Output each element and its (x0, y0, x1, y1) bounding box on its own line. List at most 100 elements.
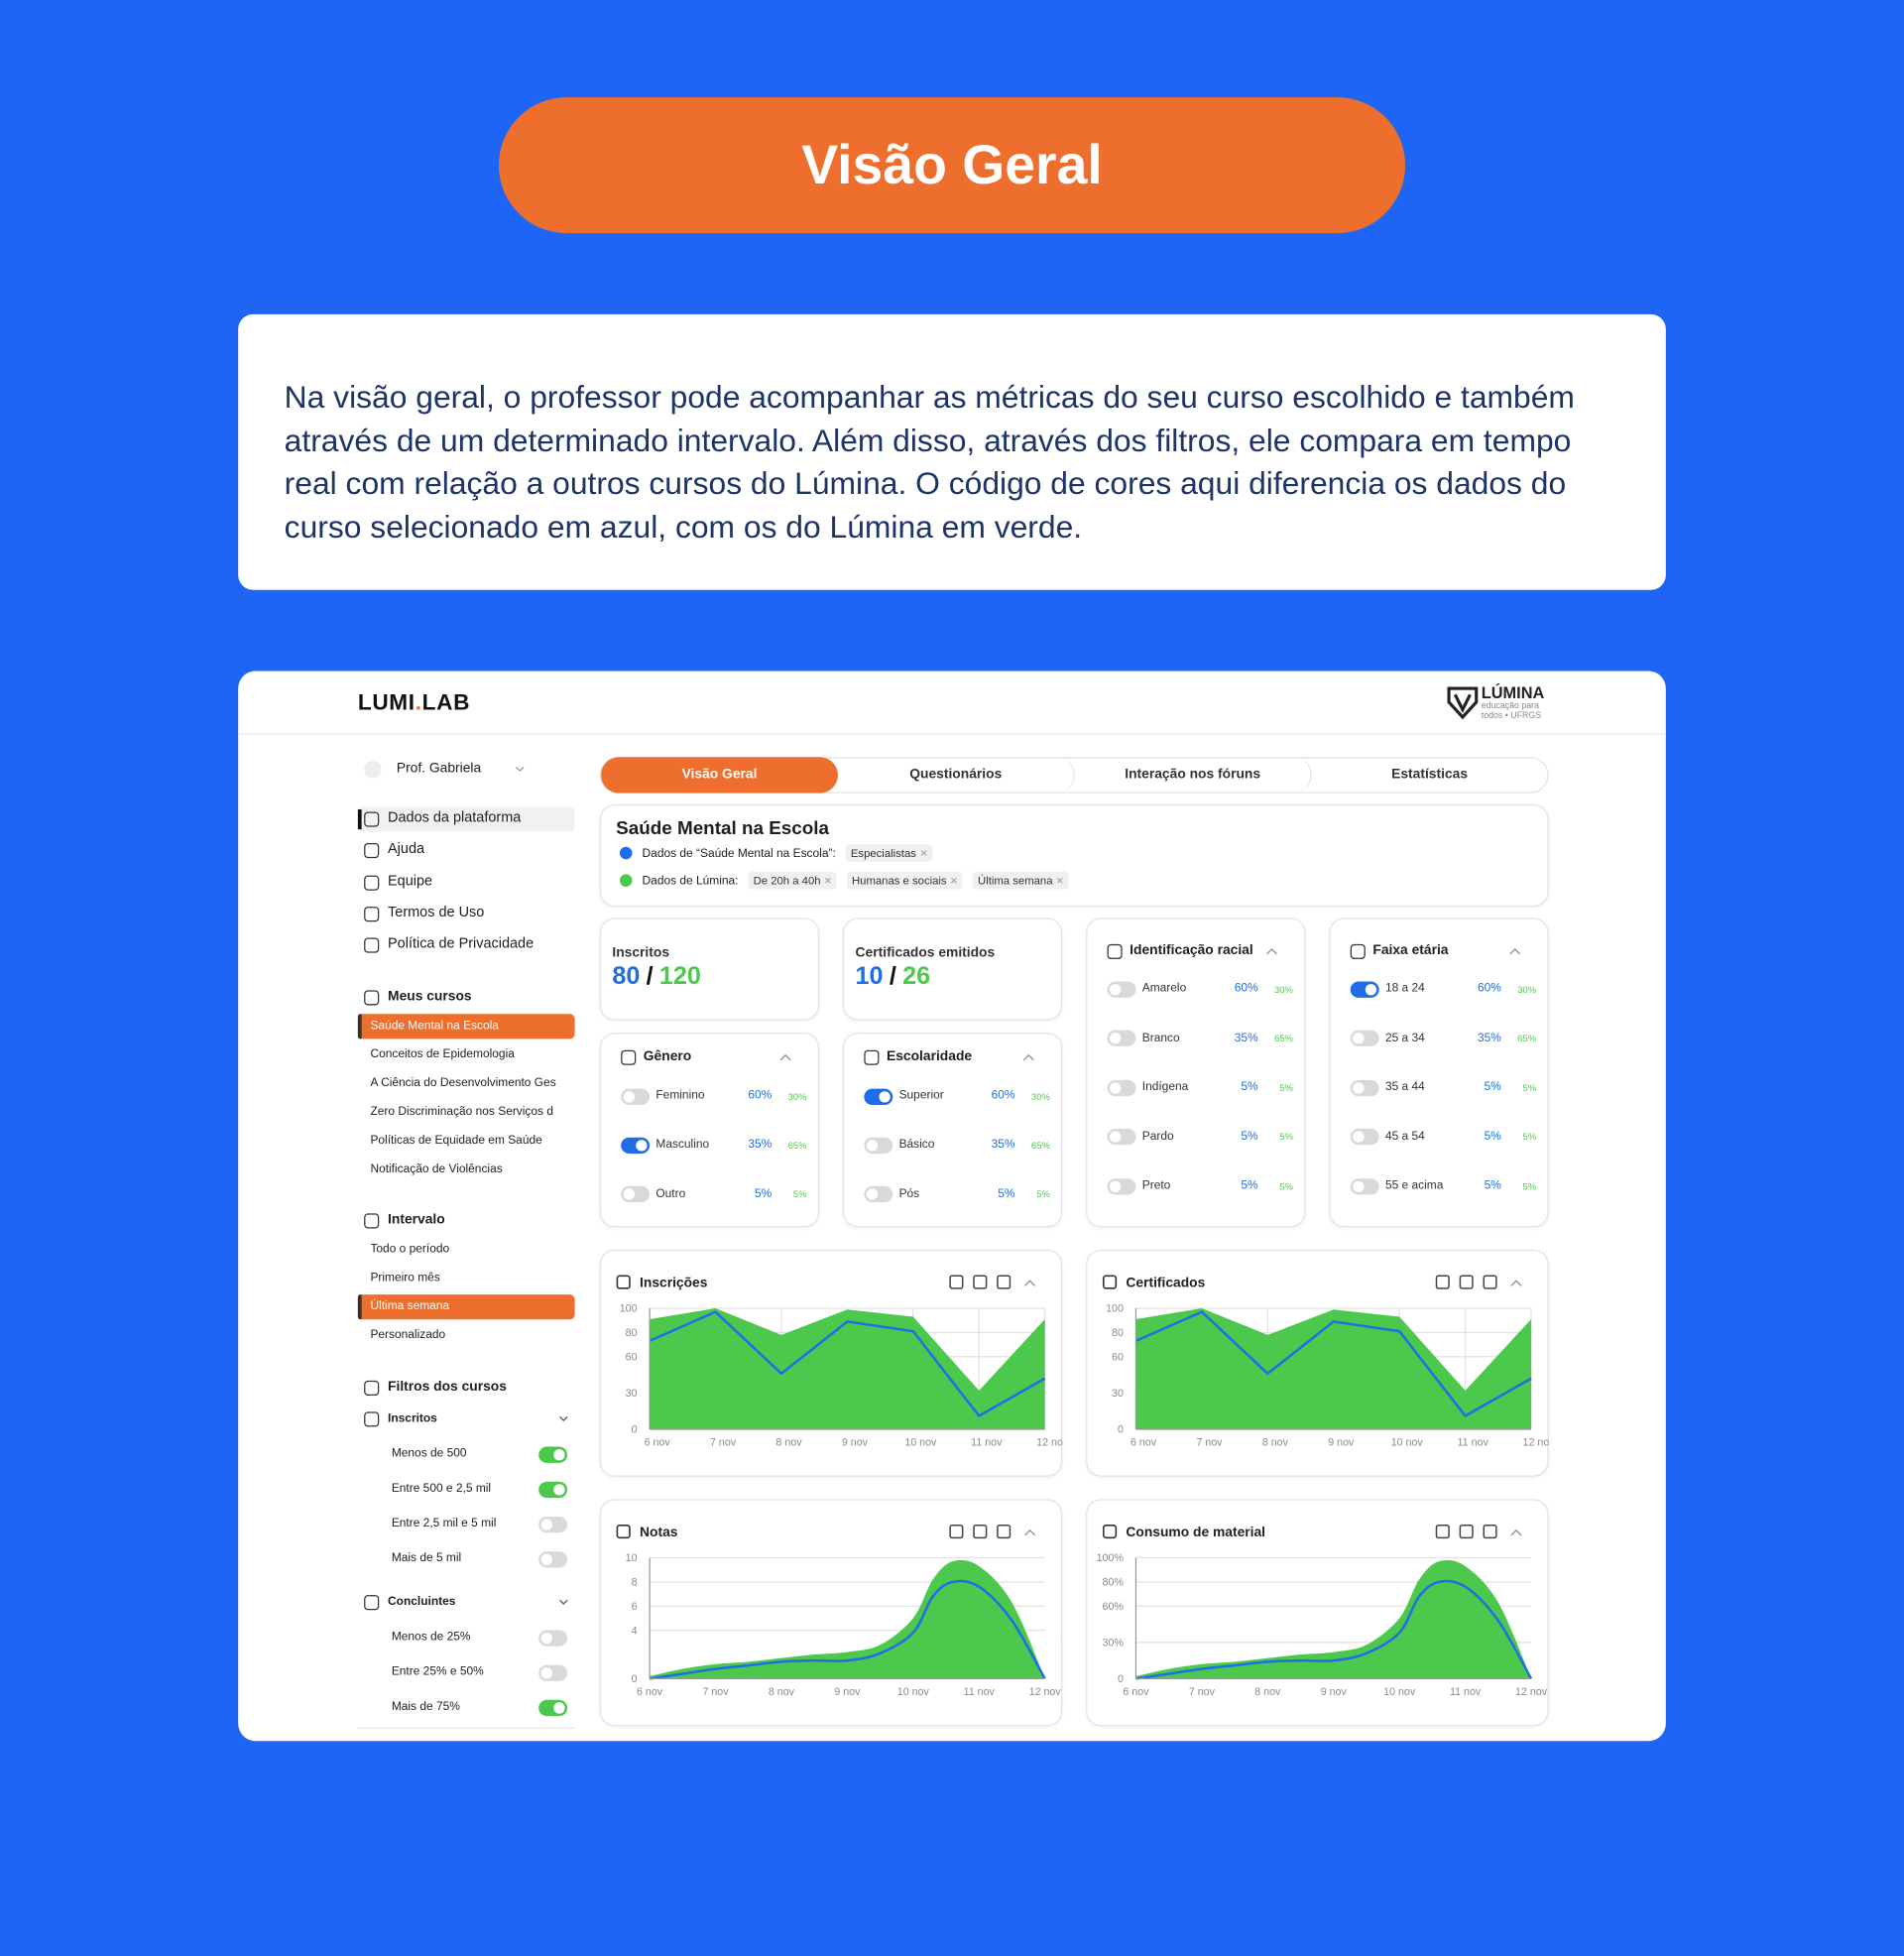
platform-share: 65% (1030, 1139, 1050, 1152)
chip-remove[interactable] (920, 849, 928, 857)
tab[interactable]: Visão Geral (601, 756, 838, 794)
breakdown-toggle[interactable] (1350, 1079, 1379, 1096)
chart-action[interactable] (1458, 1524, 1474, 1538)
breakdown-label: 55 e acima (1384, 1178, 1444, 1193)
breakdown-toggle[interactable] (1107, 980, 1136, 998)
chart-action[interactable] (972, 1524, 987, 1538)
list-item[interactable]: Zero Discriminação nos Serviços d (370, 1105, 553, 1119)
breakdown-label: Superior (898, 1088, 944, 1103)
menu-item[interactable]: Ajuda (388, 842, 425, 858)
chart-action[interactable] (1482, 1274, 1496, 1288)
y-tick-label: 80 (1111, 1327, 1123, 1339)
breakdown-title: Gênero (643, 1048, 692, 1064)
chart-action[interactable] (1435, 1274, 1450, 1288)
group-chevron[interactable] (558, 1599, 568, 1607)
x-tick-label: 9 nov (834, 1685, 861, 1697)
breakdown-icon (1107, 943, 1123, 959)
filter-chip[interactable]: De 20h a 40h (748, 871, 837, 890)
chip-remove[interactable] (1056, 877, 1064, 885)
filter-toggle[interactable] (538, 1516, 568, 1532)
breakdown-toggle[interactable] (1107, 1030, 1136, 1046)
breakdown-toggle[interactable] (1107, 1128, 1136, 1146)
filter-group-title[interactable]: Inscritos (388, 1411, 437, 1426)
filter-toggle[interactable] (538, 1629, 568, 1647)
filter-chip[interactable]: Especialistas (845, 844, 933, 862)
group-chevron[interactable] (558, 1415, 568, 1423)
chart-action[interactable] (1458, 1274, 1474, 1288)
breakdown-toggle[interactable] (1107, 1177, 1136, 1194)
tab[interactable]: Questionários (838, 756, 1075, 794)
breakdown-toggle[interactable] (1107, 1079, 1136, 1096)
filter-toggle[interactable] (538, 1663, 568, 1681)
list-item[interactable]: A Ciência do Desenvolvimento Ges (370, 1076, 556, 1090)
platform-share: 30% (1030, 1090, 1050, 1102)
breakdown-toggle[interactable] (1350, 980, 1379, 998)
breakdown-toggle[interactable] (621, 1137, 651, 1154)
list-item[interactable]: Saúde Mental na Escola (370, 1019, 499, 1034)
line (649, 1579, 1046, 1680)
chip-remove[interactable] (824, 877, 832, 885)
chart-collapse[interactable] (1509, 1279, 1521, 1286)
chart-collapse[interactable] (1023, 1279, 1035, 1286)
filter-toggle[interactable] (538, 1699, 568, 1716)
chart-action[interactable] (996, 1524, 1011, 1538)
list-item[interactable]: Primeiro mês (370, 1271, 440, 1285)
breakdown-toggle[interactable] (864, 1185, 893, 1203)
user-name[interactable]: Prof. Gabriela (396, 760, 482, 777)
list-item[interactable]: Última semana (370, 1299, 450, 1314)
chip-remove[interactable] (950, 877, 958, 885)
filter-toggle[interactable] (538, 1445, 568, 1463)
tab[interactable]: Interação nos fóruns (1075, 756, 1312, 794)
menu-item[interactable]: Termos de Uso (388, 905, 485, 920)
list-item[interactable]: Notificação de Violências (370, 1161, 503, 1176)
group-icon (364, 1595, 380, 1611)
filter-toggle[interactable] (538, 1481, 568, 1498)
filter-chip[interactable]: Última semana (973, 871, 1069, 890)
chart-action[interactable] (948, 1524, 963, 1538)
breakdown-toggle[interactable] (1350, 1177, 1379, 1194)
list-item[interactable]: Personalizado (370, 1328, 446, 1342)
page-title: Visão Geral (801, 134, 1103, 195)
breakdown-toggle[interactable] (621, 1088, 651, 1105)
chart-action[interactable] (948, 1274, 963, 1288)
chart-collapse[interactable] (1509, 1528, 1521, 1535)
chart-action[interactable] (1435, 1524, 1450, 1538)
filter-chip[interactable]: Humanas e sociais (846, 871, 963, 890)
chart-title: Notas (639, 1523, 677, 1538)
chart: Notas 0 4 6 8 10 6 nov 7 nov 8 nov 9 nov 10 nov 11 … (615, 1523, 1061, 1697)
breakdown-toggle[interactable] (621, 1185, 651, 1203)
filter-option: Entre 2,5 mil e 5 mil (391, 1516, 497, 1530)
sidebar-divider (357, 1727, 575, 1729)
breakdown-toggle[interactable] (1350, 1030, 1379, 1046)
kpi-values: 80/120 (612, 963, 701, 992)
platform-share: 5% (1522, 1081, 1537, 1094)
collapse-chevron[interactable] (1265, 947, 1278, 956)
course-share: 5% (755, 1186, 773, 1201)
chart-collapse[interactable] (1023, 1528, 1035, 1535)
breakdown-toggle[interactable] (864, 1137, 893, 1154)
user-chevron[interactable] (515, 766, 525, 774)
menu-item[interactable]: Equipe (388, 873, 433, 889)
chart-action[interactable] (1482, 1524, 1496, 1538)
chart-action[interactable] (996, 1274, 1011, 1288)
section-icon (364, 1380, 380, 1396)
list-item[interactable]: Conceitos de Epidemologia (370, 1047, 515, 1062)
breakdown-toggle[interactable] (1350, 1128, 1379, 1146)
filter-group-title[interactable]: Concluintes (388, 1595, 456, 1610)
x-tick-label: 11 nov (971, 1436, 1003, 1448)
filter-toggle[interactable] (538, 1550, 568, 1567)
collapse-chevron[interactable] (779, 1053, 792, 1061)
chart-card: Notas 0 4 6 8 10 6 nov 7 nov 8 nov 9 nov 10 nov 11 … (599, 1499, 1063, 1727)
menu-item[interactable]: Dados da plataforma (388, 810, 522, 826)
collapse-chevron[interactable] (1508, 947, 1521, 956)
chart-action[interactable] (972, 1274, 987, 1288)
breakdown-toggle[interactable] (864, 1088, 893, 1105)
collapse-chevron[interactable] (1022, 1053, 1035, 1061)
tab[interactable]: Estatísticas (1312, 756, 1549, 794)
menu-item[interactable]: Política de Privacidade (388, 936, 535, 952)
list-item[interactable]: Políticas de Equidade em Saúde (370, 1133, 542, 1148)
chart-card: Consumo de material 0 30% 60% 80% 100% 6 nov 7 … (1086, 1499, 1549, 1727)
list-item[interactable]: Todo o período (370, 1242, 450, 1257)
y-tick-label: 10 (625, 1552, 637, 1564)
